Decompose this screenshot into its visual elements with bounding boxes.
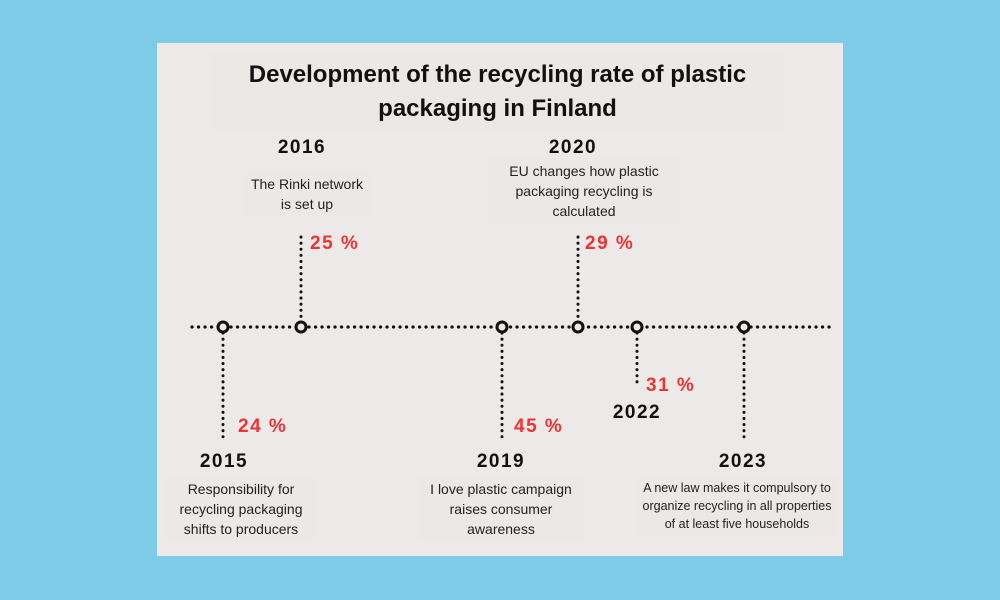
description-2015: Responsibility for recycling packaging s… xyxy=(165,477,317,541)
node-2020 xyxy=(571,320,585,334)
percent-2015: 24 % xyxy=(238,416,288,437)
percent-2019: 45 % xyxy=(514,416,564,437)
description-2020: EU changes how plastic packaging recycli… xyxy=(488,158,680,224)
year-2022: 2022 xyxy=(612,402,662,423)
node-2022 xyxy=(630,320,644,334)
node-2016 xyxy=(294,320,308,334)
percent-2016: 25 % xyxy=(310,233,360,254)
year-2023: 2023 xyxy=(718,451,768,472)
infographic-title: Development of the recycling rate of pla… xyxy=(248,61,747,122)
year-2015: 2015 xyxy=(199,451,249,472)
description-2019: I love plastic campaign raises consumer … xyxy=(418,477,584,541)
year-2016: 2016 xyxy=(277,137,327,158)
year-2020: 2020 xyxy=(548,137,598,158)
year-2019: 2019 xyxy=(476,451,526,472)
node-2015 xyxy=(216,320,230,334)
node-2019 xyxy=(495,320,509,334)
node-2023 xyxy=(737,320,751,334)
description-2016: The Rinki network is set up xyxy=(243,171,371,217)
percent-2022: 31 % xyxy=(646,375,696,396)
description-2023: A new law makes it compulsory to organiz… xyxy=(636,477,838,535)
percent-2020: 29 % xyxy=(585,233,635,254)
title-background xyxy=(210,52,785,130)
